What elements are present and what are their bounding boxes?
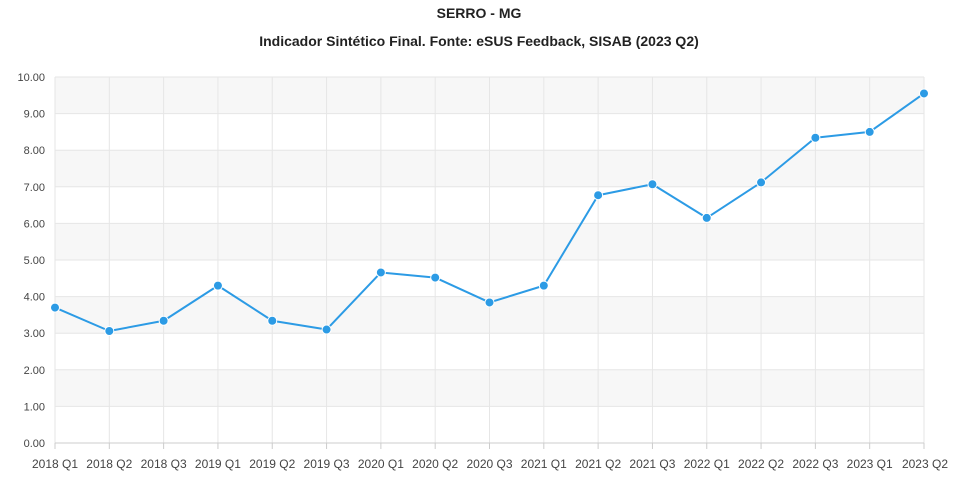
x-tick-label: 2020 Q1: [358, 457, 404, 471]
x-tick-label: 2020 Q3: [466, 457, 512, 471]
x-tick-label: 2023 Q2: [902, 457, 948, 471]
x-tick-label: 2018 Q3: [141, 457, 187, 471]
data-point[interactable]: [50, 302, 60, 313]
y-tick-label: 7.00: [24, 182, 45, 194]
x-axis: 2018 Q1 2018 Q2 2018 Q3 2019 Q1 2019 Q2 2019 …: [32, 442, 948, 471]
y-tick-label: 9.00: [24, 109, 45, 121]
y-tick-label: 10.00: [17, 72, 45, 84]
x-tick-label: 2018 Q1: [32, 457, 78, 471]
y-tick-label: 6.00: [24, 218, 45, 230]
data-point[interactable]: [484, 297, 495, 308]
data-point[interactable]: [538, 280, 549, 291]
y-axis: 0.00 1.00 2.00 3.00 4.00 5.00 6.00 7.00 8.00 9.00…: [17, 72, 45, 450]
data-point[interactable]: [810, 132, 821, 143]
x-tick-label: 2022 Q1: [684, 457, 730, 471]
x-tick-label: 2022 Q3: [792, 457, 838, 471]
data-point[interactable]: [919, 88, 929, 99]
x-tick-label: 2019 Q2: [249, 457, 295, 471]
data-point[interactable]: [321, 324, 332, 335]
data-point[interactable]: [647, 179, 658, 190]
data-point[interactable]: [701, 212, 712, 223]
x-tick-label: 2018 Q2: [86, 457, 132, 471]
x-tick-label: 2021 Q2: [575, 457, 621, 471]
data-point[interactable]: [864, 126, 875, 137]
x-tick-label: 2019 Q3: [304, 457, 350, 471]
y-tick-label: 8.00: [24, 145, 45, 157]
x-tick-label: 2019 Q1: [195, 457, 241, 471]
series-layer: [50, 88, 929, 337]
y-tick-label: 0.00: [24, 438, 45, 450]
data-point[interactable]: [104, 326, 115, 337]
x-tick-label: 2020 Q2: [412, 457, 458, 471]
data-point[interactable]: [593, 190, 604, 201]
x-tick-label: 2023 Q1: [847, 457, 893, 471]
x-tick-label: 2021 Q1: [521, 457, 567, 471]
data-point[interactable]: [158, 315, 169, 326]
data-point[interactable]: [756, 177, 767, 188]
x-tick-label: 2021 Q3: [629, 457, 675, 471]
y-tick-label: 4.00: [24, 292, 45, 304]
y-tick-label: 2.00: [24, 365, 45, 377]
chart-title: SERRO - MG: [436, 5, 522, 21]
data-point[interactable]: [430, 272, 441, 283]
data-point[interactable]: [267, 315, 278, 326]
data-point[interactable]: [212, 280, 223, 291]
x-tick-label: 2022 Q2: [738, 457, 784, 471]
grid-lines: [54, 76, 925, 444]
chart-subtitle: Indicador Sintético Final. Fonte: eSUS F…: [259, 33, 699, 49]
data-point[interactable]: [375, 267, 386, 278]
y-tick-label: 5.00: [24, 255, 45, 267]
y-tick-label: 1.00: [24, 401, 45, 413]
y-tick-label: 3.00: [24, 328, 45, 340]
